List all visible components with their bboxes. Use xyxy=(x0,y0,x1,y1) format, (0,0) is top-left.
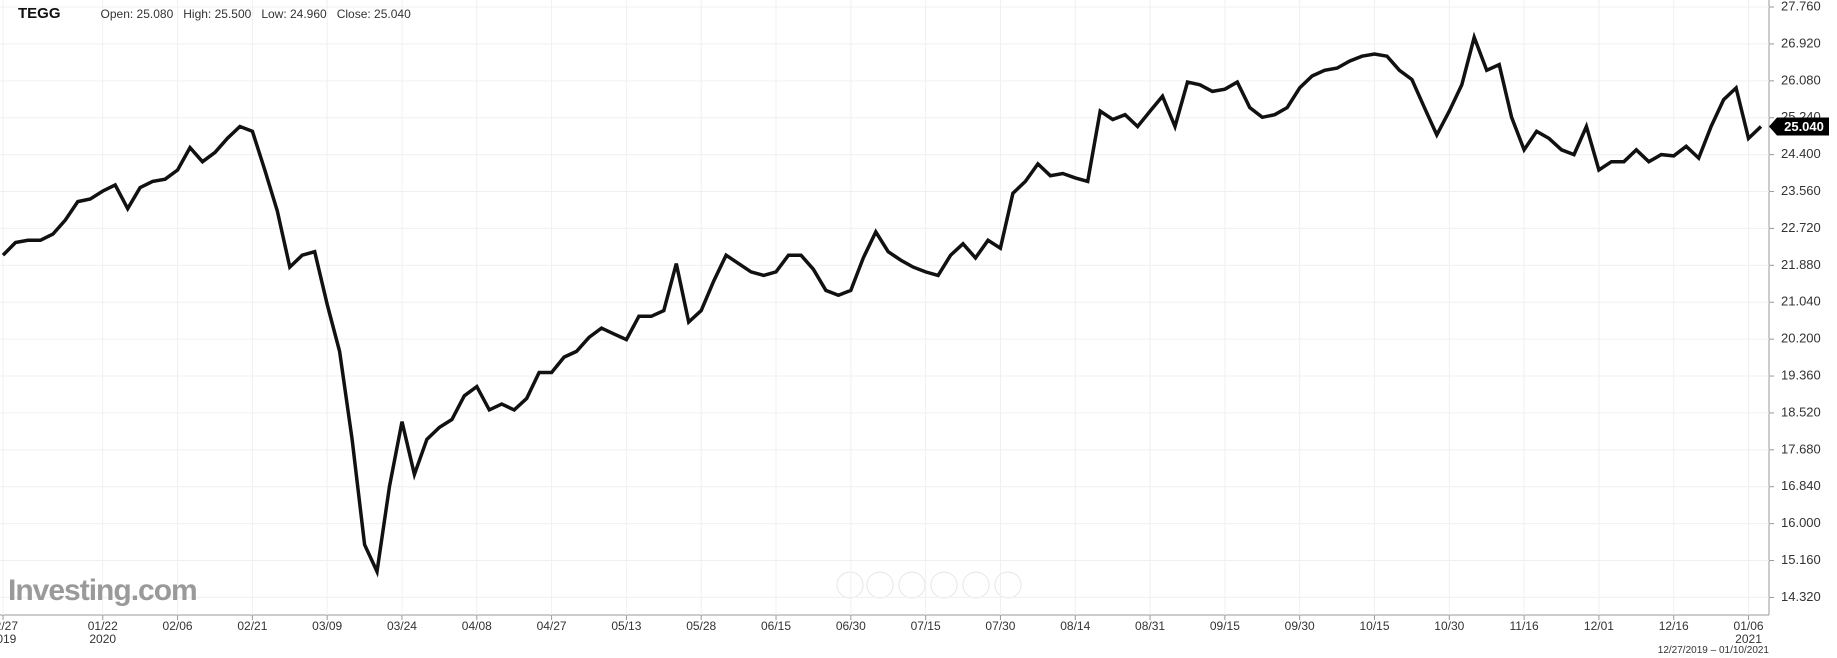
x-tick-label: 09/30 xyxy=(1284,619,1315,633)
nav-button[interactable] xyxy=(962,571,990,599)
x-tick-label: 03/09 xyxy=(312,619,343,633)
watermark: Investing.com xyxy=(8,574,198,607)
ohlc-value: Close: 25.040 xyxy=(336,6,411,21)
date-range: 12/27/2019 – 01/10/2021 xyxy=(1657,645,1769,656)
y-tick-label: 19.360 xyxy=(1781,367,1821,382)
price-tag-label: 25.040 xyxy=(1784,119,1824,134)
y-tick-label: 14.320 xyxy=(1781,589,1821,604)
x-tick-label: 01/06 2021 xyxy=(1733,619,1764,646)
x-tick-label: 04/27 xyxy=(536,619,567,633)
price-line xyxy=(1,31,1763,578)
ohlc-value: Open: 25.080 xyxy=(100,6,174,21)
x-tick-label: 07/15 xyxy=(910,619,941,633)
nav-button[interactable] xyxy=(994,571,1022,599)
x-tick-label: 12/16 xyxy=(1658,619,1689,633)
x-tick-label: 10/15 xyxy=(1359,619,1390,633)
x-tick-label: 12/27 2019 xyxy=(0,619,19,646)
y-tick-label: 24.400 xyxy=(1781,146,1821,161)
nav-button[interactable] xyxy=(836,571,864,599)
x-tick-label: 11/16 xyxy=(1509,619,1539,633)
nav-buttons xyxy=(836,571,1022,599)
y-tick-label: 20.200 xyxy=(1781,331,1821,346)
x-tick-label: 05/28 xyxy=(686,619,717,633)
y-tick-label: 22.720 xyxy=(1781,220,1821,235)
nav-button[interactable] xyxy=(866,571,894,599)
nav-button[interactable] xyxy=(930,571,958,599)
x-tick-label: 06/30 xyxy=(835,619,866,633)
x-tick-label: 05/13 xyxy=(611,619,642,633)
y-tick-label: 23.560 xyxy=(1781,183,1821,198)
x-tick-label: 02/21 xyxy=(237,619,268,633)
x-tick-label: 10/30 xyxy=(1434,619,1465,633)
y-tick-label: 26.080 xyxy=(1781,72,1821,87)
y-tick-label: 18.520 xyxy=(1781,404,1821,419)
plot: 25.040 xyxy=(1,31,1829,578)
ohlc-value: Low: 24.960 xyxy=(261,6,327,21)
ohlc-value: High: 25.500 xyxy=(183,6,252,21)
nav-button[interactable] xyxy=(898,571,926,599)
x-tick-label: 02/06 xyxy=(162,619,193,633)
x-tick-label: 04/08 xyxy=(461,619,492,633)
y-tick-label: 16.840 xyxy=(1781,478,1821,493)
x-tick-label: 03/24 xyxy=(386,619,417,633)
symbol: TEGG xyxy=(18,5,61,22)
x-tick-label: 06/15 xyxy=(761,619,792,633)
x-tick-label: 01/22 2020 xyxy=(87,619,118,646)
grid: 14.320 15.160 16.000 16.840 17.680 18.520 19.3… xyxy=(0,0,1821,620)
x-tick-label: 08/14 xyxy=(1060,619,1091,633)
price-tag: 25.040 xyxy=(1769,117,1829,136)
x-tick-label: 08/31 xyxy=(1135,619,1166,633)
y-tick-label: 16.000 xyxy=(1781,515,1821,530)
y-tick-label: 21.880 xyxy=(1781,257,1821,272)
y-tick-label: 26.920 xyxy=(1781,35,1821,50)
y-tick-label: 21.040 xyxy=(1781,294,1821,309)
y-tick-label: 15.160 xyxy=(1781,552,1821,567)
x-tick-label: 07/30 xyxy=(985,619,1016,633)
x-tick-label: 09/15 xyxy=(1209,619,1240,633)
y-tick-label: 17.680 xyxy=(1781,441,1821,456)
price-tag-box xyxy=(1769,117,1829,136)
y-tick-label: 27.760 xyxy=(1781,0,1821,13)
x-tick-label: 12/01 xyxy=(1583,619,1614,633)
header: TEGG Open: 25.080 High: 25.500 Low: 24.960… xyxy=(18,5,411,22)
